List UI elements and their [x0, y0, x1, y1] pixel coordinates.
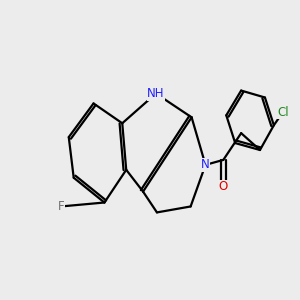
Text: N: N: [201, 158, 210, 171]
Text: NH: NH: [147, 87, 165, 100]
Text: F: F: [58, 200, 64, 213]
Text: Cl: Cl: [277, 106, 289, 119]
Text: O: O: [219, 180, 228, 193]
